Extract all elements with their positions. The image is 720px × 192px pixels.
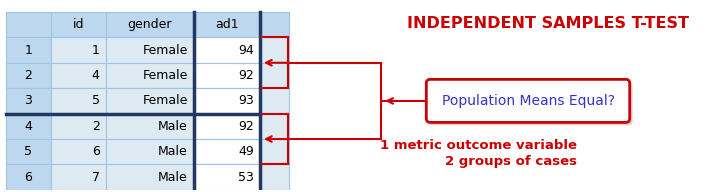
Bar <box>6 164 51 190</box>
Text: INDEPENDENT SAMPLES T-TEST: INDEPENDENT SAMPLES T-TEST <box>407 16 688 31</box>
Bar <box>51 88 106 114</box>
FancyBboxPatch shape <box>426 79 630 122</box>
Bar <box>51 139 106 164</box>
Bar <box>260 37 289 63</box>
Bar <box>6 114 51 139</box>
Bar <box>194 164 260 190</box>
Bar <box>194 37 260 63</box>
Bar <box>260 12 289 37</box>
Text: 1: 1 <box>24 44 32 57</box>
Text: 3: 3 <box>24 94 32 107</box>
Text: 2 groups of cases: 2 groups of cases <box>445 155 577 168</box>
Bar <box>6 37 51 63</box>
Text: 6: 6 <box>24 171 32 184</box>
Bar <box>106 114 194 139</box>
Text: 94: 94 <box>238 44 254 57</box>
Bar <box>6 139 51 164</box>
Text: Population Means Equal?: Population Means Equal? <box>441 94 614 108</box>
Text: gender: gender <box>127 18 172 31</box>
Bar <box>194 63 260 88</box>
Bar <box>6 12 51 37</box>
Text: 5: 5 <box>91 94 100 107</box>
Text: 2: 2 <box>24 69 32 82</box>
Text: 49: 49 <box>238 145 254 158</box>
Bar <box>194 114 260 139</box>
Bar <box>51 37 106 63</box>
Text: 92: 92 <box>238 69 254 82</box>
Bar <box>106 164 194 190</box>
Bar <box>6 88 51 114</box>
Bar <box>260 63 289 88</box>
Text: 7: 7 <box>91 171 100 184</box>
Text: Male: Male <box>158 171 188 184</box>
Bar <box>106 12 194 37</box>
Text: 2: 2 <box>92 120 100 133</box>
Text: 5: 5 <box>24 145 32 158</box>
Text: 4: 4 <box>24 120 32 133</box>
Bar <box>106 63 194 88</box>
Bar <box>194 12 260 37</box>
Bar <box>51 12 106 37</box>
Bar <box>6 63 51 88</box>
Text: 1 metric outcome variable: 1 metric outcome variable <box>380 139 577 152</box>
Text: ad1: ad1 <box>215 18 238 31</box>
Text: 1: 1 <box>92 44 100 57</box>
Bar <box>106 37 194 63</box>
Text: 4: 4 <box>92 69 100 82</box>
Bar <box>260 139 289 164</box>
Bar <box>51 114 106 139</box>
Bar <box>194 139 260 164</box>
Text: 6: 6 <box>92 145 100 158</box>
Bar <box>106 88 194 114</box>
Text: 53: 53 <box>238 171 254 184</box>
Bar <box>194 88 260 114</box>
Bar <box>260 88 289 114</box>
Text: Male: Male <box>158 145 188 158</box>
Text: 93: 93 <box>238 94 254 107</box>
Text: id: id <box>73 18 84 31</box>
Text: Male: Male <box>158 120 188 133</box>
Bar <box>106 139 194 164</box>
FancyBboxPatch shape <box>429 82 633 125</box>
Text: Female: Female <box>143 94 188 107</box>
Bar <box>260 114 289 139</box>
Text: Female: Female <box>143 69 188 82</box>
Text: Female: Female <box>143 44 188 57</box>
Text: 92: 92 <box>238 120 254 133</box>
Bar <box>260 164 289 190</box>
Bar <box>51 164 106 190</box>
Bar <box>51 63 106 88</box>
